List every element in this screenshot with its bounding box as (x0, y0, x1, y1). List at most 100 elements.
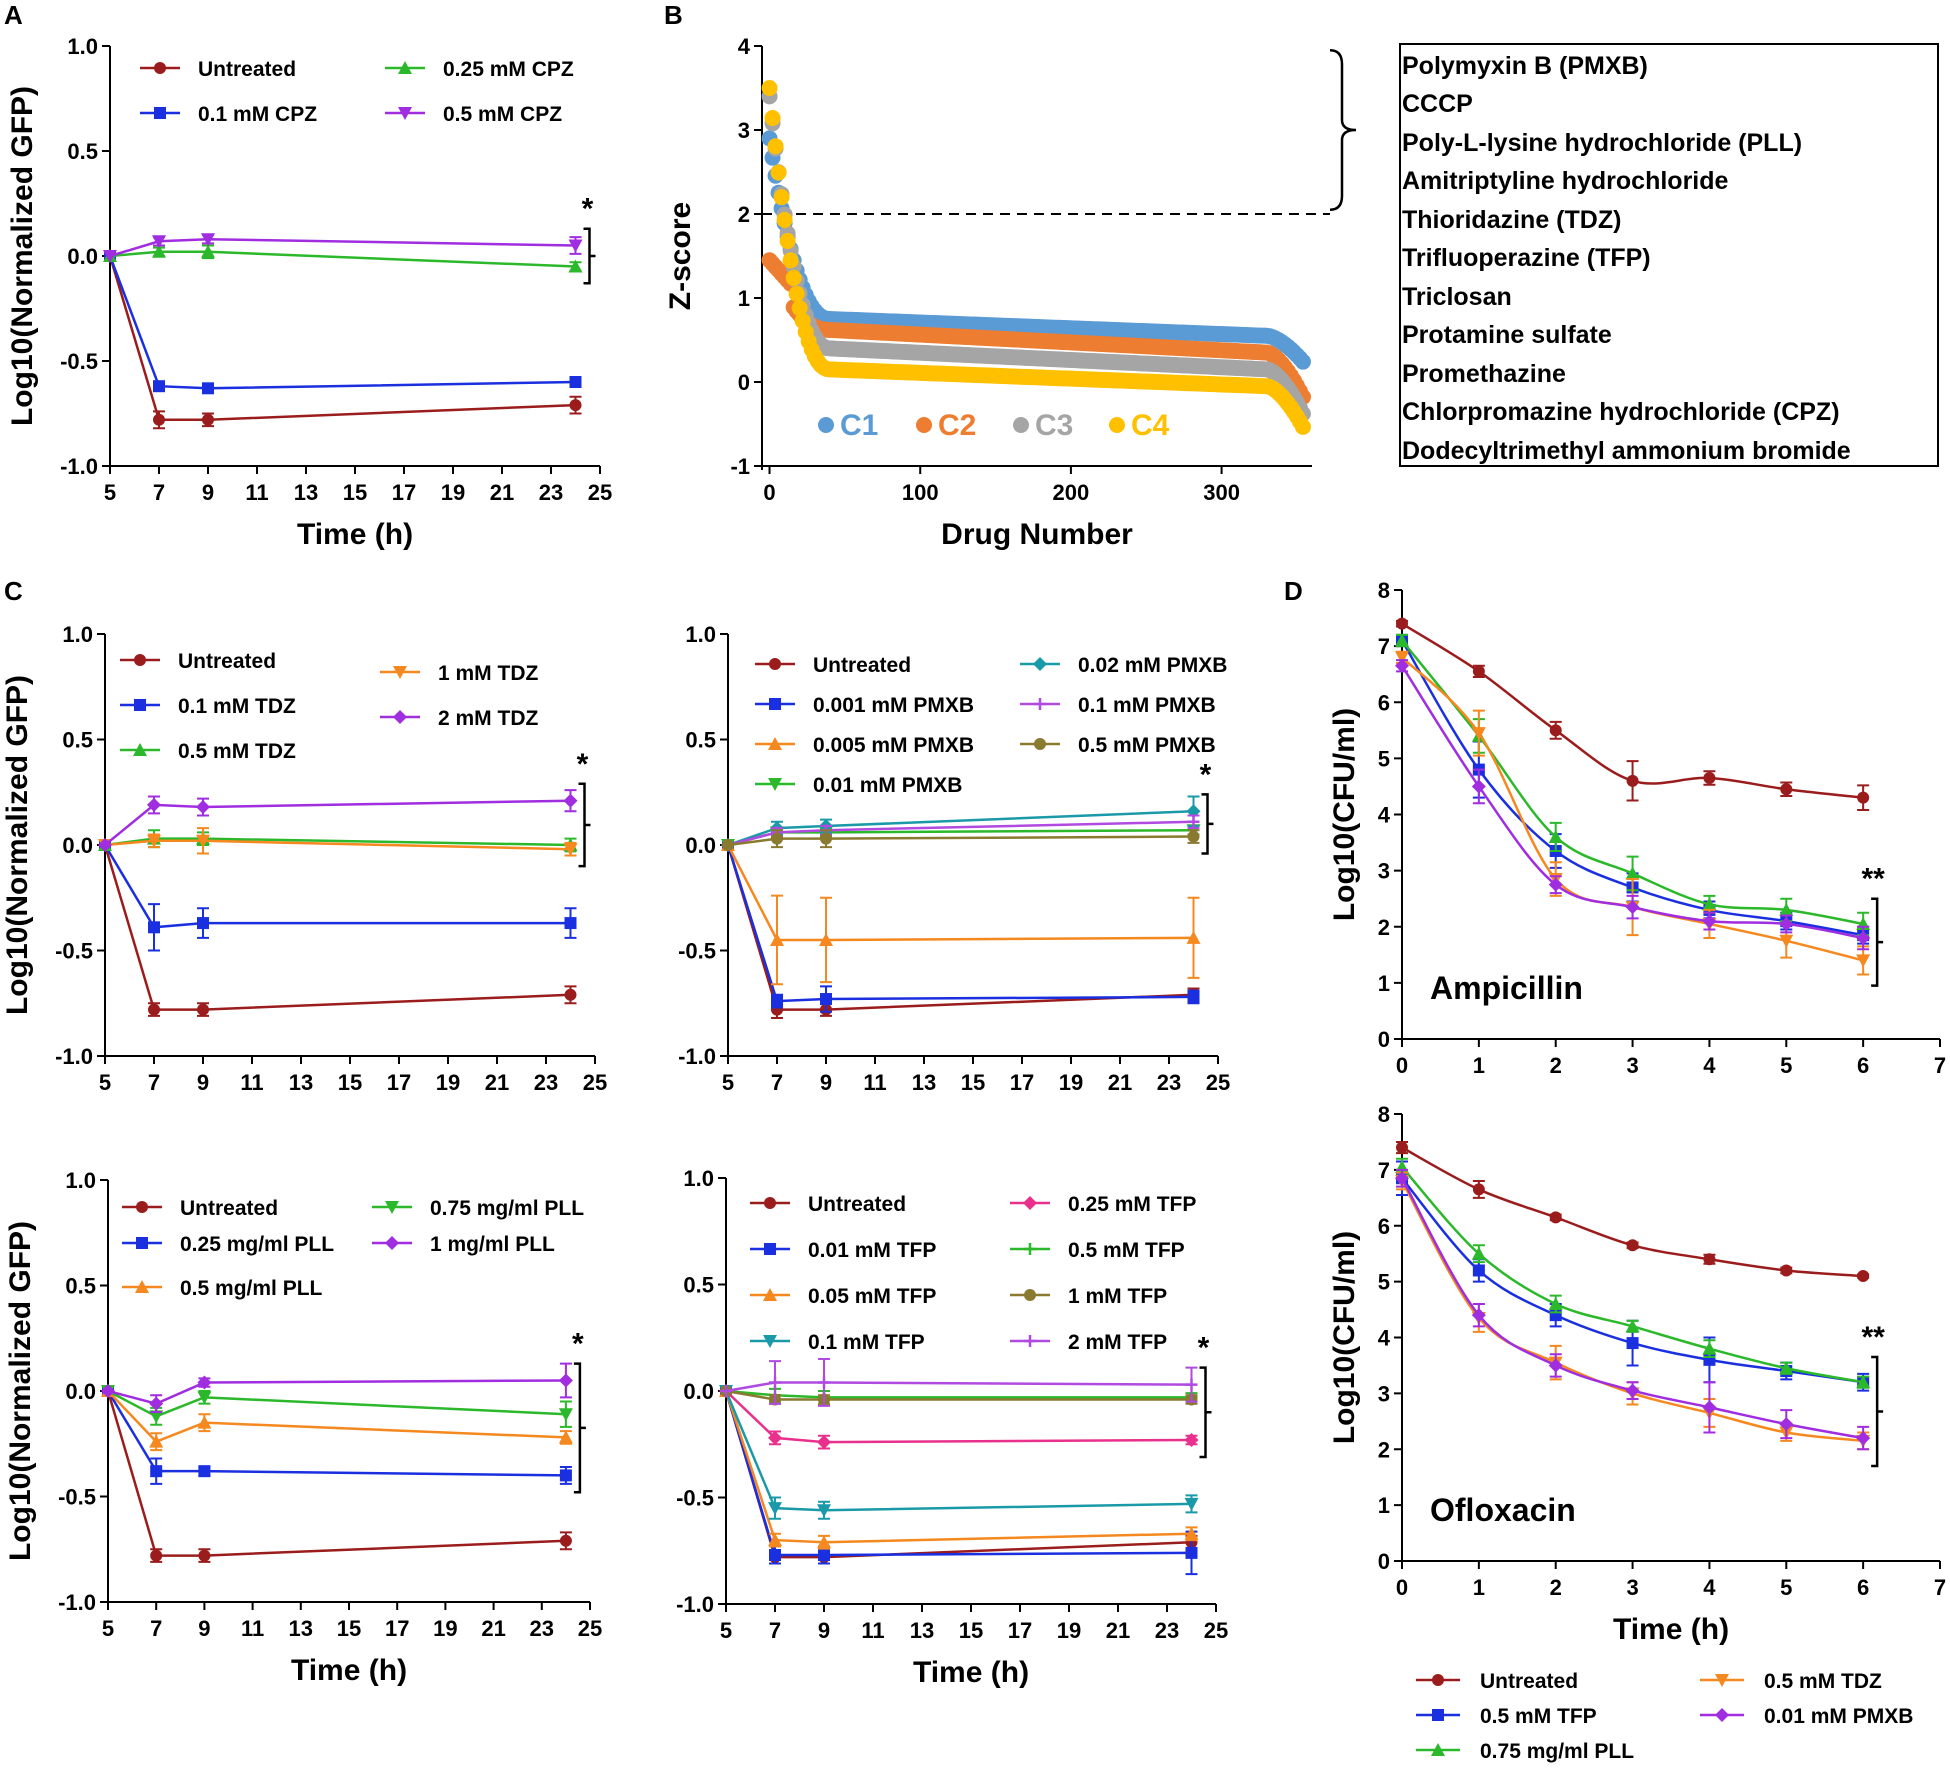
x-tick-label: 7 (150, 1616, 162, 1641)
y-tick-label: 0.0 (683, 1379, 714, 1404)
data-point (135, 1280, 149, 1293)
x-tick-label: 1 (1473, 1053, 1485, 1078)
series-0-75-mg-ml-pll (101, 1385, 573, 1428)
x-tick-label: 9 (197, 1070, 209, 1095)
series-line (724, 1390, 1192, 1559)
series-untreated (1396, 1140, 1870, 1283)
panel-label-a: A (4, 0, 23, 30)
x-axis-label: Time (h) (913, 1656, 1029, 1689)
data-point (1472, 665, 1485, 678)
legend-label: 0.1 mM TDZ (178, 695, 296, 718)
data-point (1625, 1319, 1640, 1333)
data-point (101, 1384, 115, 1398)
series-untreated (722, 839, 1200, 1020)
x-tick-label: 9 (202, 480, 214, 505)
data-point (770, 164, 787, 181)
chart-c3: 1.0 0.5 0.0 -0.5 -1.05 7 9 11 13 15 17 19 21 23 25 Time… (4, 1168, 602, 1687)
series-line (103, 844, 571, 929)
x-tick-label: 4 (1703, 1053, 1716, 1078)
data-point (568, 239, 583, 253)
x-tick-label: 13 (910, 1618, 934, 1643)
y-tick-label: 4 (1378, 1326, 1391, 1351)
data-point (1396, 617, 1408, 630)
data-point (202, 382, 214, 395)
y-tick-label: -0.5 (58, 1485, 96, 1510)
drug-list-frame (1399, 43, 1939, 467)
legend-label: 0.5 mM TFP (1480, 1705, 1597, 1728)
data-point (771, 832, 783, 845)
data-point (1625, 866, 1640, 880)
series-1-mg-ml-pll (101, 1362, 573, 1414)
x-tick-label: 17 (1010, 1070, 1034, 1095)
panel-label-d: D (1284, 576, 1303, 606)
drug-list-item: Thioridazine (TDZ) (1402, 206, 1621, 234)
data-point (817, 1535, 831, 1549)
legend-label: C1 (840, 409, 878, 442)
series-0-05-mm-tfp (719, 1384, 1199, 1550)
legend-label: 0.5 mM TDZ (1764, 1670, 1882, 1693)
data-point (1626, 1337, 1639, 1350)
legend: Untreated 0.01 mM TFP 0.05 mM TFP 0.1 mM TF… (750, 1193, 1196, 1354)
legend-label: 0.5 mM PMXB (1078, 734, 1216, 757)
data-point (398, 107, 412, 120)
y-axis-label: Log10(Normalized GFP) (1, 675, 34, 1015)
y-tick-label: -1.0 (58, 1590, 96, 1615)
x-tick-label: 19 (1057, 1618, 1081, 1643)
data-point (820, 832, 832, 845)
drug-list-item: Trifluoperazine (TFP) (1402, 244, 1651, 272)
data-point (768, 737, 782, 750)
significance-star: * (577, 748, 589, 781)
x-tick-label: 15 (961, 1070, 985, 1095)
data-point (197, 1391, 212, 1405)
x-tick-label: 15 (959, 1618, 983, 1643)
x-tick-label: 4 (1703, 1575, 1716, 1600)
x-tick-label: 7 (1934, 1575, 1946, 1600)
data-point (820, 993, 832, 1006)
y-tick-label: 8 (1378, 1102, 1390, 1127)
series-line (726, 844, 1194, 942)
data-point (1548, 1358, 1563, 1373)
y-tick-label: 0 (738, 370, 750, 395)
data-point (564, 917, 577, 930)
significance-bracket (573, 1362, 586, 1494)
y-tick-label: 6 (1378, 1214, 1390, 1239)
data-point (1395, 1171, 1409, 1186)
legend-marker (916, 417, 932, 433)
y-tick-label: 7 (1378, 1158, 1390, 1183)
x-tick-label: 13 (289, 1616, 313, 1641)
y-tick-label: 0.5 (65, 1274, 96, 1299)
data-point (1626, 774, 1639, 787)
legend-label: Untreated (198, 58, 296, 81)
series-0-5-mm-tfp (1396, 1160, 1870, 1392)
data-point (1779, 934, 1794, 948)
y-tick-label: -0.5 (55, 939, 93, 964)
x-axis-label: Time (h) (297, 518, 413, 551)
series-line (727, 820, 1194, 847)
data-point (1395, 633, 1409, 647)
data-point (1780, 783, 1793, 796)
data-point (153, 380, 165, 393)
data-point (767, 138, 784, 155)
drug-list-item: Protamine sulfate (1402, 321, 1612, 349)
y-tick-label: 0.0 (65, 1379, 96, 1404)
data-point (1856, 1375, 1871, 1389)
panel-label-b: B (664, 0, 683, 30)
data-point (1023, 1196, 1037, 1210)
data-point (763, 1335, 777, 1348)
x-tick-label: 23 (1155, 1618, 1179, 1643)
x-tick-label: 7 (148, 1070, 160, 1095)
data-point (1294, 353, 1311, 370)
data-point (1187, 830, 1200, 843)
x-tick-label: 3 (1626, 1053, 1638, 1078)
data-point (136, 1201, 148, 1213)
y-tick-label: 2 (738, 202, 750, 227)
data-point (1024, 1289, 1036, 1301)
series-0-25-mm-tfp (719, 1384, 1199, 1450)
data-point (148, 921, 160, 934)
y-tick-label: -0.5 (60, 349, 98, 374)
series-line (726, 844, 1194, 1011)
y-tick-label: 1 (1378, 1493, 1390, 1518)
legend-label: 0.25 mM CPZ (443, 58, 574, 81)
x-tick-label: 25 (578, 1616, 602, 1641)
legend-label: 0.005 mM PMXB (813, 734, 974, 757)
